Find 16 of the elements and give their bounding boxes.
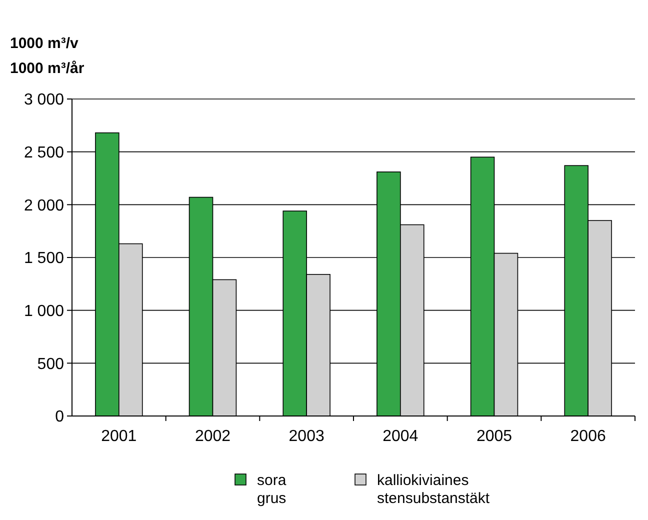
y-tick-label: 2 000	[24, 197, 64, 214]
legend-label: sora grus	[257, 472, 287, 507]
x-tick-label: 2002	[194, 428, 231, 445]
legend-label: kalliokiviaines stensubstanstäkt	[377, 472, 490, 507]
y-axis-title: 1000 m³/v 1000 m³/år	[10, 35, 84, 77]
y-tick-label: 1 500	[24, 250, 64, 268]
x-tick-label: 2003	[288, 428, 324, 445]
x-tick-label: 2006	[570, 428, 606, 445]
y-tick-label: 3 000	[24, 92, 64, 109]
y-tick-label: 1 000	[24, 302, 64, 320]
x-tick-label: 2005	[476, 428, 512, 445]
x-tick-label: 2001	[101, 428, 137, 445]
x-tick-label: 2004	[382, 428, 418, 445]
y-tick-label: 2 500	[24, 144, 64, 162]
y-tick-label: 500	[37, 356, 64, 373]
y-tick-label: 0	[55, 408, 64, 426]
